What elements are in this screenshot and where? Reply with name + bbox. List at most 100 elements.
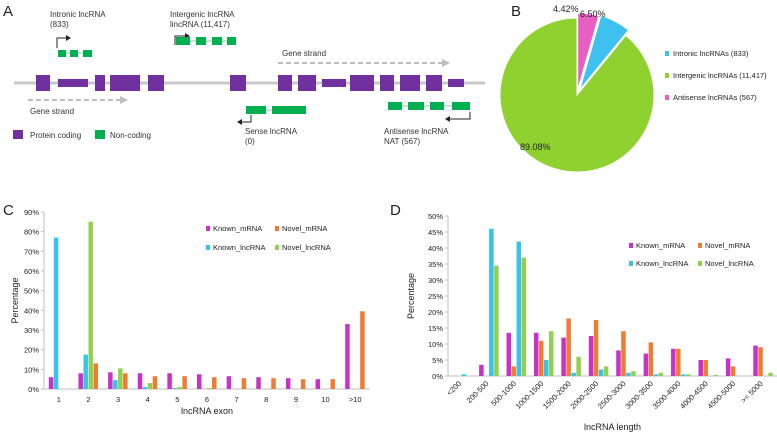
legend-item: Known_lncRNA: [213, 243, 266, 252]
exon: [148, 75, 164, 91]
schematic-panel-a: Gene strand Gene strand Intronic lncRNA …: [13, 10, 485, 146]
pie-label: 4.42%: [553, 4, 579, 14]
bar: [197, 374, 202, 389]
y-tick-label: 10%: [24, 365, 39, 374]
exon: [278, 75, 292, 91]
pie-slice: [579, 15, 630, 91]
y-tick-label: 30%: [428, 276, 443, 285]
bar: [182, 376, 187, 389]
bar: [571, 372, 576, 376]
tss-arrow: [56, 37, 66, 48]
legend-item: Novel_mRNA: [282, 224, 327, 233]
bar: [479, 364, 484, 376]
exon: [380, 75, 394, 91]
tss-arrow: [174, 35, 185, 45]
y-tick-label: 70%: [24, 247, 39, 256]
bar: [626, 372, 631, 376]
y-tick-label: 90%: [24, 208, 39, 217]
bar: [543, 360, 549, 376]
y-tick-label: 40%: [24, 306, 39, 315]
bar: [167, 373, 172, 389]
bar: [588, 336, 594, 376]
intergenic-count: lincRNA (11,417): [170, 20, 230, 29]
x-tick-label: 2500-3000: [596, 379, 628, 411]
bar: [108, 372, 113, 389]
legend-protein-coding: Protein coding: [30, 131, 81, 140]
legend-swatch-protein: [13, 130, 23, 139]
y-tick-label: 25%: [428, 292, 443, 301]
y-tick-label: 15%: [428, 324, 443, 333]
bar: [345, 324, 350, 389]
bar: [753, 345, 758, 376]
pie-chart-b: 6.50%4.42% 89.08% Intronic lncRNAs (833) In…: [499, 4, 767, 173]
bar: [177, 387, 182, 389]
x-tick-label: 3000-3500: [623, 379, 655, 411]
pie-slice: [499, 17, 655, 173]
x-tick-label: 4000-4500: [678, 379, 710, 411]
intronic-count: (833): [50, 20, 69, 29]
intronic-lncrna: Intronic lncRNA (833): [50, 10, 106, 57]
bar: [93, 363, 98, 389]
exon: [350, 75, 374, 91]
bar: [285, 378, 291, 389]
bar: [83, 354, 88, 389]
legend-swatch: [629, 261, 633, 266]
legend-item: Known_lncRNA: [636, 259, 689, 268]
y-axis-label: Percentage: [10, 277, 20, 323]
y-tick-label: 0%: [28, 385, 39, 394]
bar: [494, 265, 499, 376]
gene-strand-arrowhead-top: [442, 59, 450, 67]
bar: [489, 228, 494, 376]
x-tick-label: 6: [205, 395, 209, 404]
bar: [212, 377, 217, 389]
bar: [671, 348, 676, 376]
bar: [676, 348, 681, 376]
exon: [95, 75, 105, 91]
bar: [137, 373, 143, 389]
bar: [300, 379, 306, 389]
bar: [561, 337, 566, 376]
bar: [548, 331, 554, 376]
exon: [426, 75, 442, 91]
antisense-label: Antisense lncRNA: [384, 127, 449, 136]
exon: [36, 75, 50, 91]
tss-arrowhead: [66, 35, 71, 41]
pie-label: 89.08%: [520, 142, 551, 152]
bar: [593, 320, 599, 376]
legend-swatch: [665, 73, 669, 78]
exon: [448, 79, 464, 87]
x-axis-label: lncRNA exon: [181, 406, 233, 416]
bar: [53, 237, 59, 389]
y-tick-label: 0%: [432, 372, 443, 381]
x-tick-label: 1500-2000: [541, 379, 573, 411]
legend-swatch: [665, 95, 669, 100]
bar: [123, 373, 128, 389]
tss-arrow: [242, 115, 252, 123]
exon: [110, 75, 140, 91]
x-axis-label: lncRNA length: [584, 422, 641, 432]
bar: [271, 378, 276, 389]
bar: [521, 257, 527, 376]
exon: [58, 79, 88, 87]
bar: [598, 369, 604, 376]
y-tick-label: 35%: [428, 260, 443, 269]
pie-label: 6.50%: [580, 9, 606, 19]
legend-swatch: [275, 245, 279, 250]
y-tick-label: 45%: [428, 228, 443, 237]
intergenic-lncrna: Intergenic lncRNA lincRNA (11,417): [170, 10, 236, 45]
y-tick-label: 40%: [428, 244, 443, 253]
legend-item: Novel_lncRNA: [282, 243, 331, 252]
legend-swatch: [629, 243, 633, 248]
bar: [48, 377, 54, 389]
bar: [576, 356, 581, 376]
tss-arrow: [450, 112, 471, 120]
x-tick-label: 10: [321, 395, 329, 404]
y-tick-label: 50%: [428, 212, 443, 221]
y-tick-label: 10%: [428, 340, 443, 349]
tss-arrowhead: [237, 119, 242, 125]
bar: [686, 374, 691, 376]
bar: [758, 347, 763, 376]
bar: [621, 331, 626, 376]
bar: [516, 241, 522, 376]
x-tick-label: 4500-5000: [706, 379, 738, 411]
